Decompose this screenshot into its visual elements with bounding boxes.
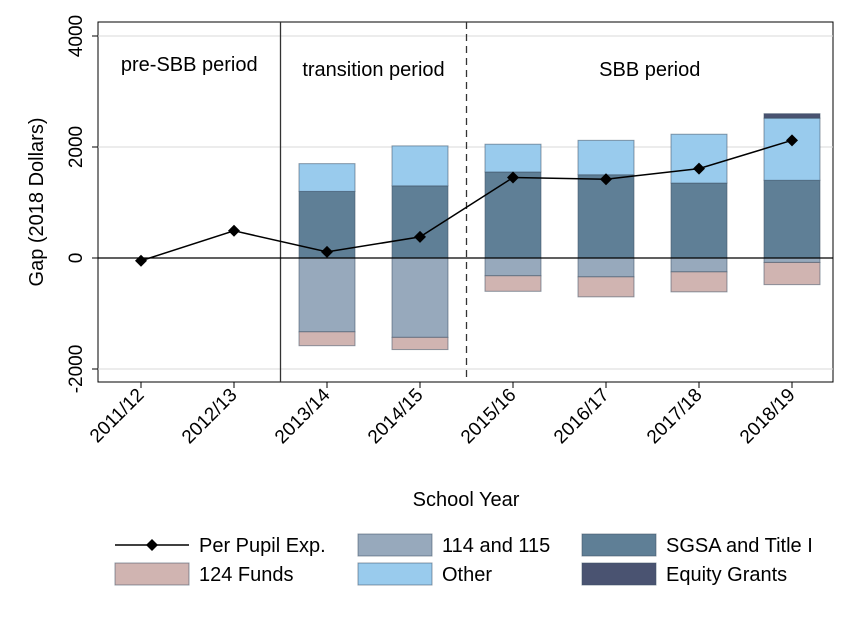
bar-other xyxy=(298,163,356,192)
bar-sgsa-and-title-i xyxy=(484,171,542,259)
bar-other xyxy=(391,145,449,187)
x-tick-label: 2017/18 xyxy=(643,385,706,448)
line-marker xyxy=(693,162,705,175)
x-tick-label: 2011/12 xyxy=(86,385,148,447)
bar-124-funds xyxy=(577,276,635,298)
legend: Per Pupil Exp. 114 and 115 SGSA and Title … xyxy=(114,533,813,586)
line-marker xyxy=(135,254,147,267)
legend-key-114-and-115 xyxy=(357,533,433,557)
line-marker xyxy=(321,245,333,258)
legend-label: 114 and 115 xyxy=(442,535,550,557)
period-label: pre-SBB period xyxy=(121,54,258,76)
legend-label: Per Pupil Exp. xyxy=(199,535,326,557)
x-tick-label: 2012/13 xyxy=(178,385,241,448)
bar-124-funds xyxy=(670,271,728,293)
period-layer: pre-SBB period transition period SBB perio… xyxy=(121,22,700,382)
x-tick-label: 2013/14 xyxy=(271,384,335,448)
line-marker xyxy=(507,171,519,184)
bar-124-funds xyxy=(484,275,542,292)
bar-114-and-115 xyxy=(298,257,356,333)
bar-other xyxy=(484,143,542,173)
line-marker xyxy=(600,173,612,186)
legend-marker xyxy=(146,539,158,551)
y-tick-label: 4000 xyxy=(66,15,87,57)
legend-key-sgsa-and-title-i xyxy=(581,533,657,557)
y-axis-title: Gap (2018 Dollars) xyxy=(26,118,48,287)
bar-sgsa-and-title-i xyxy=(670,182,728,259)
bar-114-and-115 xyxy=(763,257,821,263)
legend-label: 124 Funds xyxy=(199,564,294,586)
bar-other xyxy=(670,133,728,184)
bar-114-and-115 xyxy=(670,257,728,273)
bar-equity-grants xyxy=(763,113,821,119)
x-tick-label: 2018/19 xyxy=(736,385,799,448)
legend-label: Equity Grants xyxy=(666,564,787,586)
y-tick-label: 2000 xyxy=(66,126,87,168)
legend-key-other xyxy=(357,562,433,586)
bar-sgsa-and-title-i xyxy=(391,185,449,259)
bar-124-funds xyxy=(763,261,821,286)
bar-114-and-115 xyxy=(577,257,635,278)
bar-sgsa-and-title-i xyxy=(577,174,635,259)
y-tick-label: -2000 xyxy=(66,345,87,394)
x-tick-label: 2014/15 xyxy=(364,385,427,448)
bar-other xyxy=(763,117,821,181)
period-label: transition period xyxy=(302,59,444,81)
bar-124-funds xyxy=(298,331,356,347)
bar-sgsa-and-title-i xyxy=(763,179,821,259)
legend-key-equity-grants xyxy=(581,562,657,586)
bars-layer xyxy=(298,113,821,351)
legend-key-124-funds xyxy=(114,562,190,586)
period-label: SBB period xyxy=(599,59,700,81)
legend-label: SGSA and Title I xyxy=(666,535,813,557)
line-marker xyxy=(786,134,798,147)
legend-label: Other xyxy=(442,564,492,586)
x-axis-title: School Year xyxy=(413,489,520,511)
bar-other xyxy=(577,139,635,176)
x-tick-label: 2015/16 xyxy=(457,385,520,448)
bar-114-and-115 xyxy=(391,257,449,338)
x-tick-label: 2016/17 xyxy=(550,385,613,448)
line-per-pupil-exp xyxy=(140,139,793,262)
line-marker xyxy=(228,224,240,237)
line-layer xyxy=(135,134,798,267)
line-marker xyxy=(414,230,426,243)
bar-124-funds xyxy=(391,336,449,351)
bar-114-and-115 xyxy=(484,257,542,277)
y-tick-label: 0 xyxy=(66,253,87,264)
